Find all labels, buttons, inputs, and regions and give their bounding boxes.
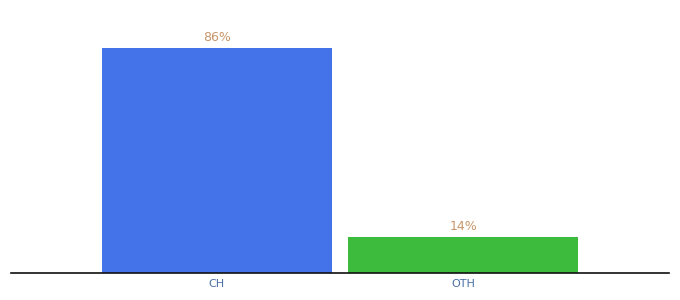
Bar [101, 48, 332, 273]
Text: 86%: 86% [203, 31, 231, 44]
Bar [348, 237, 579, 273]
Text: 14%: 14% [449, 220, 477, 233]
